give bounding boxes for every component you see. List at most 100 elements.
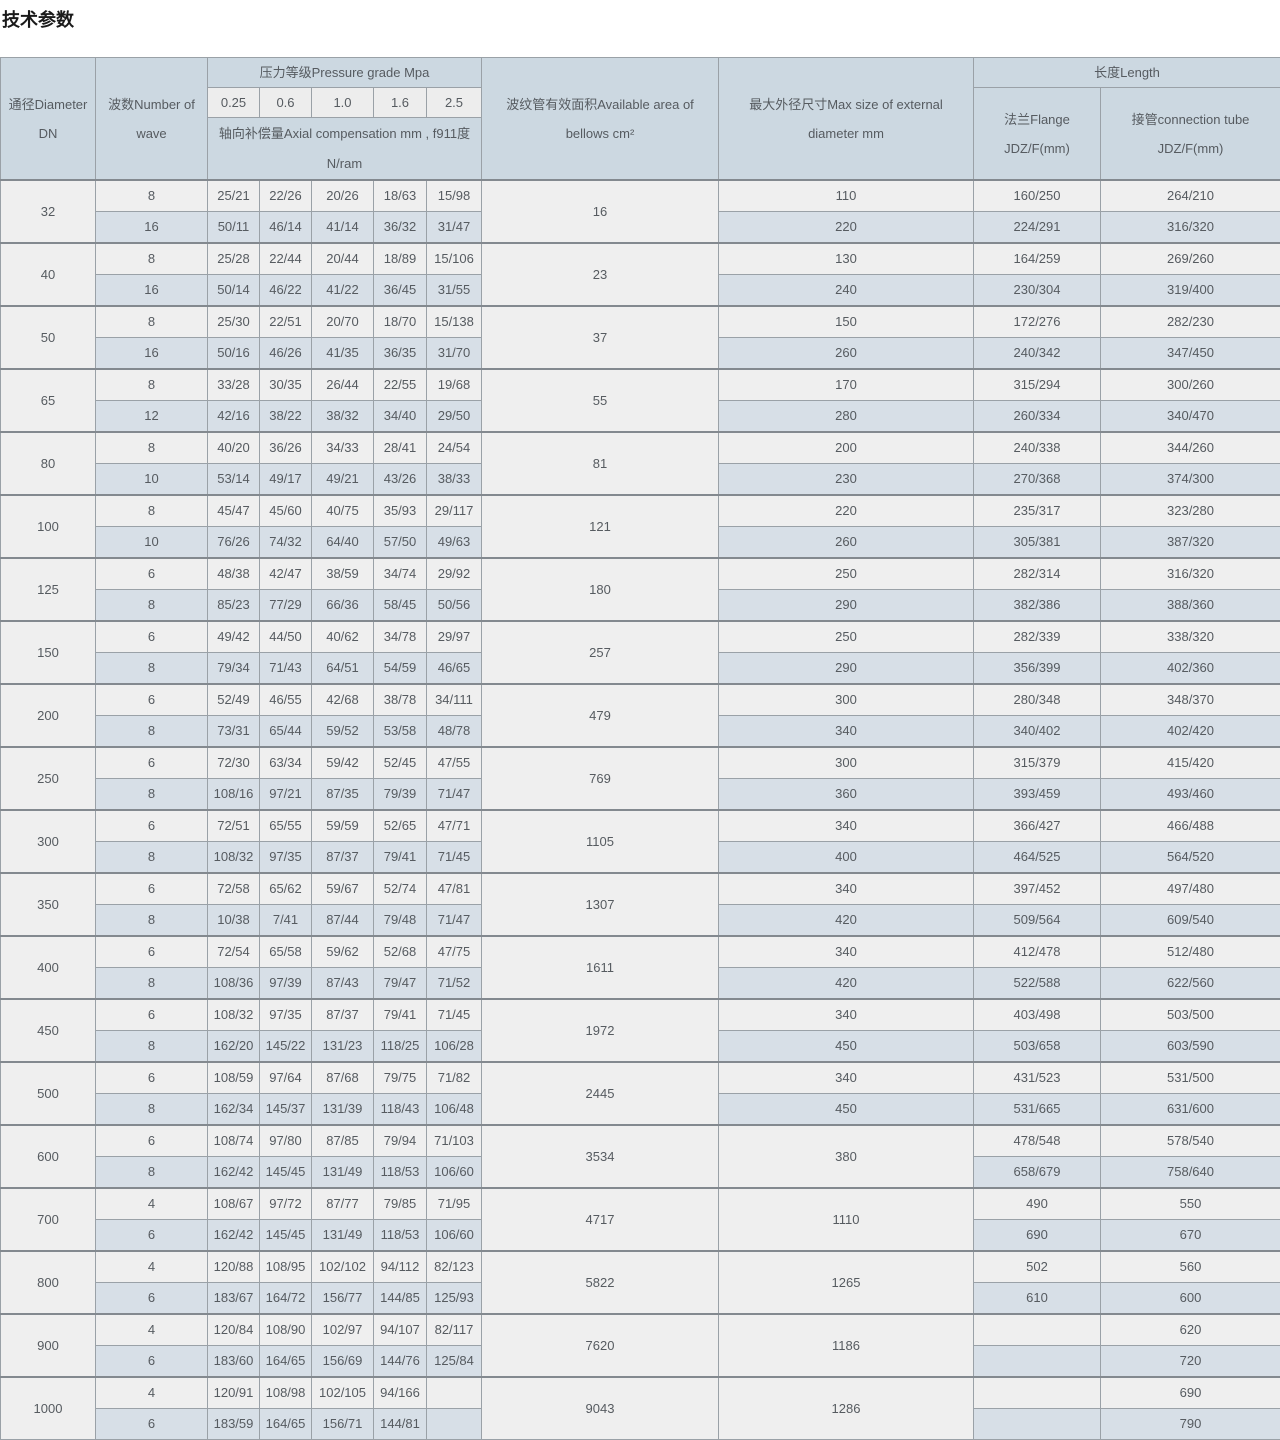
header-axial-compensation: 轴向补偿量Axial compensation mm , f911度N/ram	[208, 118, 482, 181]
pressure-cell: 52/74	[374, 873, 427, 905]
pressure-cell: 87/68	[312, 1062, 374, 1094]
pressure-cell: 87/44	[312, 905, 374, 937]
pressure-cell: 28/41	[374, 432, 427, 464]
wave-cell: 6	[96, 873, 208, 905]
pressure-cell: 79/34	[208, 653, 260, 685]
flange-cell: 315/379	[974, 747, 1101, 779]
tube-cell: 340/470	[1101, 401, 1280, 433]
pressure-cell: 72/58	[208, 873, 260, 905]
wave-cell: 6	[96, 1062, 208, 1094]
pressure-cell	[427, 1409, 482, 1440]
pressure-cell: 102/97	[312, 1314, 374, 1346]
max-diameter-cell: 360	[719, 779, 974, 811]
area-cell: 1611	[482, 936, 719, 999]
pressure-cell: 42/47	[260, 558, 312, 590]
max-diameter-cell: 340	[719, 936, 974, 968]
dn-cell: 65	[1, 369, 96, 432]
pressure-cell: 65/55	[260, 810, 312, 842]
pressure-cell: 59/59	[312, 810, 374, 842]
wave-cell: 8	[96, 495, 208, 527]
pressure-cell: 58/45	[374, 590, 427, 622]
flange-cell: 397/452	[974, 873, 1101, 905]
pressure-cell: 52/49	[208, 684, 260, 716]
max-diameter-cell: 450	[719, 1094, 974, 1126]
wave-cell: 6	[96, 1409, 208, 1440]
pressure-cell: 47/71	[427, 810, 482, 842]
pressure-cell: 131/23	[312, 1031, 374, 1063]
pressure-cell: 65/44	[260, 716, 312, 748]
pressure-cell: 46/14	[260, 212, 312, 244]
pressure-cell: 183/67	[208, 1283, 260, 1315]
pressure-cell: 164/65	[260, 1346, 312, 1378]
flange-cell: 658/679	[974, 1157, 1101, 1189]
area-cell: 1307	[482, 873, 719, 936]
wave-cell: 10	[96, 464, 208, 496]
tube-cell: 503/500	[1101, 999, 1280, 1031]
header-flange: 法兰Flange JDZ/F(mm)	[974, 88, 1101, 181]
tube-cell: 758/640	[1101, 1157, 1280, 1189]
max-diameter-cell: 1265	[719, 1251, 974, 1314]
tube-cell: 282/230	[1101, 306, 1280, 338]
wave-cell: 8	[96, 968, 208, 1000]
pressure-cell: 71/43	[260, 653, 312, 685]
pressure-cell: 31/70	[427, 338, 482, 370]
max-diameter-cell: 110	[719, 180, 974, 212]
max-diameter-cell: 230	[719, 464, 974, 496]
tube-cell: 316/320	[1101, 212, 1280, 244]
dn-cell: 250	[1, 747, 96, 810]
tube-cell: 269/260	[1101, 243, 1280, 275]
pressure-cell: 18/89	[374, 243, 427, 275]
pressure-cell: 65/62	[260, 873, 312, 905]
wave-cell: 4	[96, 1188, 208, 1220]
pressure-cell: 79/75	[374, 1062, 427, 1094]
pressure-cell: 46/22	[260, 275, 312, 307]
pressure-cell: 85/23	[208, 590, 260, 622]
flange-cell: 282/339	[974, 621, 1101, 653]
flange-cell: 240/342	[974, 338, 1101, 370]
pressure-cell: 50/11	[208, 212, 260, 244]
pressure-cell: 59/62	[312, 936, 374, 968]
area-cell: 257	[482, 621, 719, 684]
pressure-cell: 35/93	[374, 495, 427, 527]
tube-cell: 466/488	[1101, 810, 1280, 842]
pressure-cell: 33/28	[208, 369, 260, 401]
area-cell: 769	[482, 747, 719, 810]
max-diameter-cell: 250	[719, 621, 974, 653]
dn-cell: 500	[1, 1062, 96, 1125]
pressure-cell: 34/74	[374, 558, 427, 590]
pressure-cell: 25/28	[208, 243, 260, 275]
pressure-cell: 24/54	[427, 432, 482, 464]
pressure-cell: 108/98	[260, 1377, 312, 1409]
max-diameter-cell: 240	[719, 275, 974, 307]
wave-cell: 6	[96, 621, 208, 653]
pressure-cell: 106/48	[427, 1094, 482, 1126]
pressure-cell: 20/70	[312, 306, 374, 338]
flange-cell: 412/478	[974, 936, 1101, 968]
tube-cell: 348/370	[1101, 684, 1280, 716]
pressure-cell: 97/35	[260, 999, 312, 1031]
tube-cell: 402/420	[1101, 716, 1280, 748]
area-cell: 121	[482, 495, 719, 558]
pressure-cell: 131/49	[312, 1157, 374, 1189]
pressure-cell: 77/29	[260, 590, 312, 622]
wave-cell: 8	[96, 653, 208, 685]
pressure-cell: 20/44	[312, 243, 374, 275]
pressure-cell: 71/45	[427, 842, 482, 874]
max-diameter-cell: 130	[719, 243, 974, 275]
dn-cell: 450	[1, 999, 96, 1062]
pressure-cell: 34/111	[427, 684, 482, 716]
pressure-cell: 7/41	[260, 905, 312, 937]
pressure-cell: 29/97	[427, 621, 482, 653]
pressure-cell: 36/32	[374, 212, 427, 244]
pressure-cell	[427, 1377, 482, 1409]
max-diameter-cell: 260	[719, 527, 974, 559]
pressure-cell: 108/90	[260, 1314, 312, 1346]
pressure-cell: 36/35	[374, 338, 427, 370]
pressure-cell: 87/37	[312, 999, 374, 1031]
